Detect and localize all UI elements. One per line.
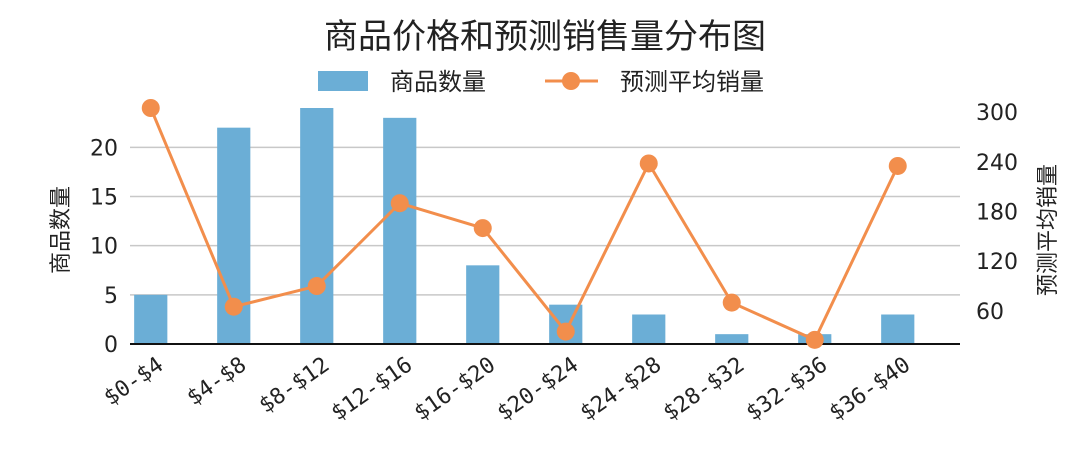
legend-label-bar: 商品数量 — [390, 68, 486, 96]
line-point — [224, 297, 243, 316]
right-y-ticks: 60 120 180 240 300 — [976, 101, 1018, 325]
bar — [300, 108, 334, 344]
right-tick-label: 60 — [976, 300, 1004, 325]
x-tick-label: $24-$28 — [576, 352, 666, 426]
line-point — [141, 99, 160, 117]
line-point — [307, 277, 326, 296]
line-point — [805, 330, 824, 349]
left-tick-label: 0 — [104, 333, 118, 358]
bar — [466, 265, 500, 344]
line-point — [390, 194, 409, 213]
x-tick-label: $0-$4 — [100, 352, 169, 410]
x-tick-label: $4-$8 — [183, 352, 252, 410]
x-ticks: $0-$4 $4-$8 $8-$12$12-$16$16-$20$20-$24$24… — [100, 352, 916, 426]
right-tick-label: 180 — [976, 201, 1018, 226]
line-point — [556, 322, 575, 341]
bar — [881, 314, 915, 344]
left-tick-label: 15 — [90, 186, 118, 211]
bar — [632, 314, 666, 344]
legend-swatch-bar — [318, 71, 368, 91]
series-line — [149, 107, 900, 342]
right-tick-label: 240 — [976, 151, 1018, 176]
x-tick-label: $16-$20 — [410, 352, 500, 426]
line-point — [722, 293, 741, 312]
left-tick-label: 10 — [90, 235, 118, 260]
right-y-axis-label: 预测平均销量 — [1036, 164, 1061, 296]
grid — [130, 146, 960, 296]
x-tick-label: $36-$40 — [825, 352, 915, 426]
x-tick-label: $32-$36 — [742, 352, 832, 426]
left-tick-label: 5 — [104, 284, 118, 309]
line-series — [141, 99, 907, 349]
right-tick-label: 120 — [976, 250, 1018, 275]
left-y-ticks: 0 5 10 15 20 — [90, 136, 118, 358]
bar — [383, 117, 417, 344]
legend: 商品数量 预测平均销量 — [318, 68, 764, 96]
line-point — [888, 156, 907, 175]
line-point — [473, 219, 492, 238]
left-y-axis-label: 商品数量 — [49, 186, 74, 274]
x-tick-label: $12-$16 — [327, 352, 417, 426]
legend-marker — [562, 72, 580, 90]
bar-series — [134, 108, 915, 345]
x-tick-label: $20-$24 — [493, 352, 583, 426]
right-tick-label: 300 — [976, 101, 1018, 126]
left-tick-label: 20 — [90, 136, 118, 161]
bar — [715, 334, 749, 344]
legend-label-line: 预测平均销量 — [620, 68, 764, 96]
x-tick-label: $8-$12 — [255, 352, 334, 418]
bar — [134, 294, 168, 344]
x-tick-label: $28-$32 — [659, 352, 749, 426]
chart-title: 商品价格和预测销售量分布图 — [324, 17, 766, 57]
line-point — [639, 154, 658, 173]
